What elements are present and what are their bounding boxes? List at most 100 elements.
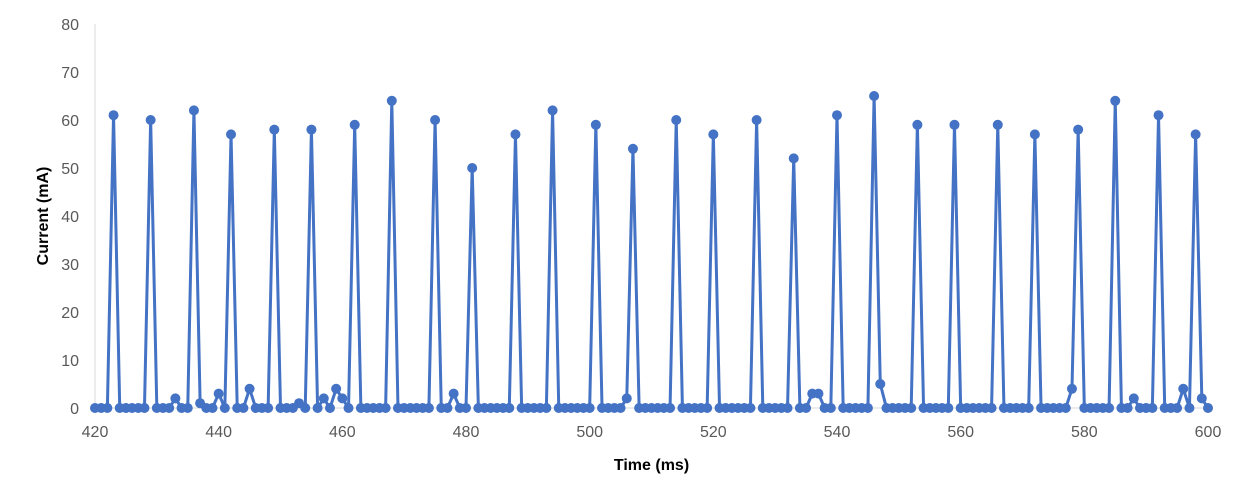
data-point — [430, 115, 441, 125]
data-point — [745, 403, 756, 413]
data-point — [1060, 403, 1071, 413]
data-point — [380, 403, 391, 413]
x-axis-title: Time (ms) — [614, 457, 689, 474]
data-point — [1190, 129, 1201, 140]
data-point — [708, 129, 719, 140]
data-point — [541, 403, 552, 413]
x-tick-labels: 420 440 460 480 500 520 540 560 580 600 — [82, 424, 1222, 441]
data-point — [912, 119, 923, 130]
data-point — [615, 403, 626, 413]
data-point — [102, 403, 113, 413]
data-point — [219, 403, 230, 413]
data-point — [207, 403, 218, 413]
data-point — [318, 393, 329, 404]
y-axis-title: Current (mA) — [35, 167, 52, 266]
data-point — [331, 383, 342, 394]
data-point — [801, 403, 812, 413]
data-point — [182, 403, 193, 413]
y-tick-label: 40 — [61, 209, 79, 226]
data-point — [1128, 393, 1139, 404]
data-point — [671, 115, 682, 125]
data-point — [213, 388, 224, 399]
x-tick-label: 600 — [1195, 424, 1222, 441]
data-point — [145, 115, 156, 125]
y-tick-labels: 0 10 20 30 40 50 60 70 80 — [61, 17, 79, 418]
data-point — [312, 403, 323, 413]
data-point — [547, 105, 558, 116]
data-point — [1023, 403, 1034, 413]
data-point — [590, 119, 601, 130]
data-point — [584, 403, 595, 413]
x-tick-label: 520 — [700, 424, 727, 441]
data-point — [949, 119, 960, 130]
data-point — [825, 403, 836, 413]
data-point — [467, 163, 478, 173]
data-point — [139, 403, 150, 413]
data-point — [226, 129, 237, 140]
y-tick-label: 70 — [61, 65, 79, 82]
x-tick-label: 420 — [82, 424, 109, 441]
data-point — [343, 403, 354, 413]
data-point — [170, 393, 181, 404]
data-point — [442, 403, 453, 413]
x-tick-label: 480 — [453, 424, 480, 441]
data-point — [238, 403, 249, 413]
data-point — [782, 403, 793, 413]
data-point — [621, 393, 632, 404]
x-tick-label: 460 — [329, 424, 356, 441]
y-tick-label: 80 — [61, 17, 79, 34]
data-point — [349, 119, 360, 130]
data-point — [813, 388, 824, 399]
data-point — [1172, 403, 1183, 413]
data-point — [244, 383, 255, 394]
data-point — [862, 403, 873, 413]
data-point — [461, 403, 471, 413]
data-point — [943, 403, 954, 413]
data-point — [627, 143, 638, 154]
data-point — [1122, 403, 1133, 413]
data-point — [1196, 393, 1207, 404]
data-point — [875, 379, 886, 389]
x-tick-label: 580 — [1071, 424, 1098, 441]
y-tick-label: 20 — [61, 305, 79, 322]
data-point — [665, 403, 676, 413]
x-tick-label: 560 — [947, 424, 974, 441]
data-point — [1029, 129, 1040, 140]
data-point — [337, 393, 348, 404]
x-tick-label: 440 — [205, 424, 232, 441]
data-point — [504, 403, 515, 413]
data-point — [386, 95, 397, 106]
data-point — [906, 403, 917, 413]
data-point — [164, 403, 175, 413]
data-point — [832, 110, 842, 121]
data-point — [751, 115, 762, 125]
data-point — [263, 403, 274, 413]
data-point — [1184, 403, 1195, 413]
y-tick-label: 30 — [61, 257, 79, 274]
data-point — [1153, 110, 1164, 121]
y-tick-label: 10 — [61, 353, 79, 370]
data-point — [1073, 124, 1084, 135]
data-point — [306, 124, 317, 135]
data-point — [300, 403, 311, 413]
x-tick-label: 500 — [576, 424, 603, 441]
x-tick-label: 540 — [824, 424, 851, 441]
data-point — [788, 153, 799, 164]
data-point — [269, 124, 280, 135]
series-line — [95, 94, 1210, 410]
series-current — [90, 91, 1213, 413]
data-point — [448, 388, 459, 399]
y-tick-label: 60 — [61, 113, 79, 130]
data-point — [992, 119, 1003, 130]
data-point — [1104, 403, 1115, 413]
data-point — [188, 105, 199, 116]
y-tick-label: 0 — [70, 401, 79, 418]
data-point — [1203, 403, 1213, 413]
data-point — [986, 403, 997, 413]
data-point — [1178, 383, 1189, 394]
data-point — [510, 129, 521, 140]
data-point — [1066, 383, 1077, 394]
data-point — [702, 403, 713, 413]
y-tick-label: 50 — [61, 161, 79, 178]
